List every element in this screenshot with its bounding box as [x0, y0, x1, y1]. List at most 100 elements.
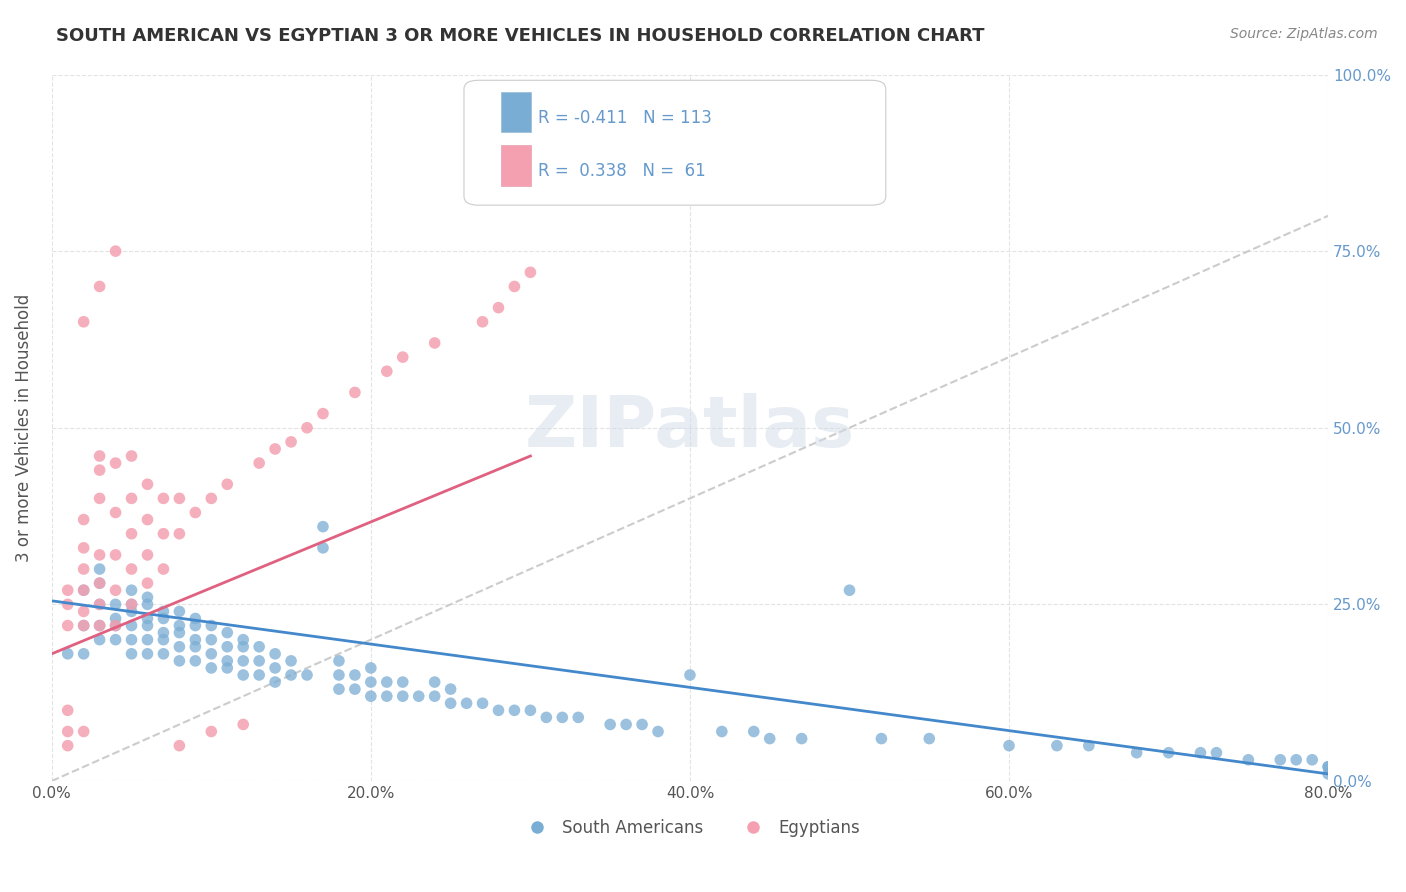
- Point: [152, 491, 174, 506]
- Point: [136, 548, 159, 562]
- Point: [264, 675, 287, 690]
- Point: [217, 477, 239, 491]
- Point: [89, 598, 111, 612]
- Point: [264, 442, 287, 456]
- Point: [89, 562, 111, 576]
- Point: [918, 731, 941, 746]
- Point: [471, 696, 494, 710]
- Point: [152, 611, 174, 625]
- Point: [1237, 753, 1260, 767]
- Point: [232, 640, 254, 654]
- Point: [264, 661, 287, 675]
- Point: [488, 703, 510, 717]
- Point: [73, 583, 96, 598]
- Point: [121, 526, 143, 541]
- Point: [200, 618, 222, 632]
- Point: [136, 576, 159, 591]
- Point: [152, 625, 174, 640]
- Point: [247, 640, 270, 654]
- Point: [295, 668, 318, 682]
- Point: [89, 491, 111, 506]
- Point: [121, 632, 143, 647]
- Point: [998, 739, 1021, 753]
- Point: [121, 562, 143, 576]
- Point: [104, 456, 127, 470]
- Point: [375, 675, 398, 690]
- Point: [247, 456, 270, 470]
- Point: [360, 689, 382, 703]
- Point: [375, 689, 398, 703]
- Point: [121, 583, 143, 598]
- Point: [200, 724, 222, 739]
- Point: [360, 675, 382, 690]
- Point: [169, 526, 191, 541]
- Y-axis label: 3 or more Vehicles in Household: 3 or more Vehicles in Household: [15, 293, 32, 562]
- Point: [536, 710, 558, 724]
- Point: [631, 717, 654, 731]
- Point: [184, 654, 207, 668]
- Point: [232, 654, 254, 668]
- Point: [136, 618, 159, 632]
- Point: [1317, 767, 1340, 781]
- Point: [104, 632, 127, 647]
- Point: [217, 654, 239, 668]
- Point: [1077, 739, 1099, 753]
- Text: SOUTH AMERICAN VS EGYPTIAN 3 OR MORE VEHICLES IN HOUSEHOLD CORRELATION CHART: SOUTH AMERICAN VS EGYPTIAN 3 OR MORE VEH…: [56, 27, 984, 45]
- Text: R = -0.411   N = 113: R = -0.411 N = 113: [538, 109, 713, 127]
- Point: [1046, 739, 1069, 753]
- Point: [104, 618, 127, 632]
- Point: [423, 689, 446, 703]
- Point: [89, 618, 111, 632]
- Point: [423, 335, 446, 350]
- Point: [1270, 753, 1292, 767]
- Point: [599, 717, 621, 731]
- Point: [169, 491, 191, 506]
- Point: [1317, 760, 1340, 774]
- Point: [1189, 746, 1212, 760]
- Point: [551, 710, 574, 724]
- Point: [169, 739, 191, 753]
- Point: [73, 604, 96, 618]
- Point: [89, 598, 111, 612]
- Point: [121, 598, 143, 612]
- Point: [328, 654, 350, 668]
- Point: [136, 591, 159, 605]
- Point: [838, 583, 860, 598]
- Point: [136, 611, 159, 625]
- Point: [870, 731, 893, 746]
- Legend: South Americans, Egyptians: South Americans, Egyptians: [513, 812, 866, 843]
- Point: [295, 421, 318, 435]
- Point: [710, 724, 733, 739]
- Point: [217, 640, 239, 654]
- Point: [104, 244, 127, 259]
- Point: [169, 604, 191, 618]
- Point: [104, 618, 127, 632]
- Point: [169, 618, 191, 632]
- Point: [169, 625, 191, 640]
- Point: [56, 703, 79, 717]
- Point: [439, 696, 461, 710]
- Point: [121, 491, 143, 506]
- Point: [152, 604, 174, 618]
- Point: [312, 519, 335, 533]
- Point: [104, 583, 127, 598]
- Point: [184, 632, 207, 647]
- Point: [217, 661, 239, 675]
- Point: [200, 632, 222, 647]
- Point: [152, 632, 174, 647]
- Point: [312, 541, 335, 555]
- Point: [121, 598, 143, 612]
- Point: [519, 265, 541, 279]
- Point: [343, 682, 366, 697]
- Point: [121, 449, 143, 463]
- Point: [312, 407, 335, 421]
- Point: [471, 315, 494, 329]
- Point: [136, 477, 159, 491]
- Point: [184, 640, 207, 654]
- Point: [89, 449, 111, 463]
- Point: [169, 640, 191, 654]
- Point: [56, 724, 79, 739]
- Point: [328, 682, 350, 697]
- Point: [1285, 753, 1308, 767]
- Point: [136, 647, 159, 661]
